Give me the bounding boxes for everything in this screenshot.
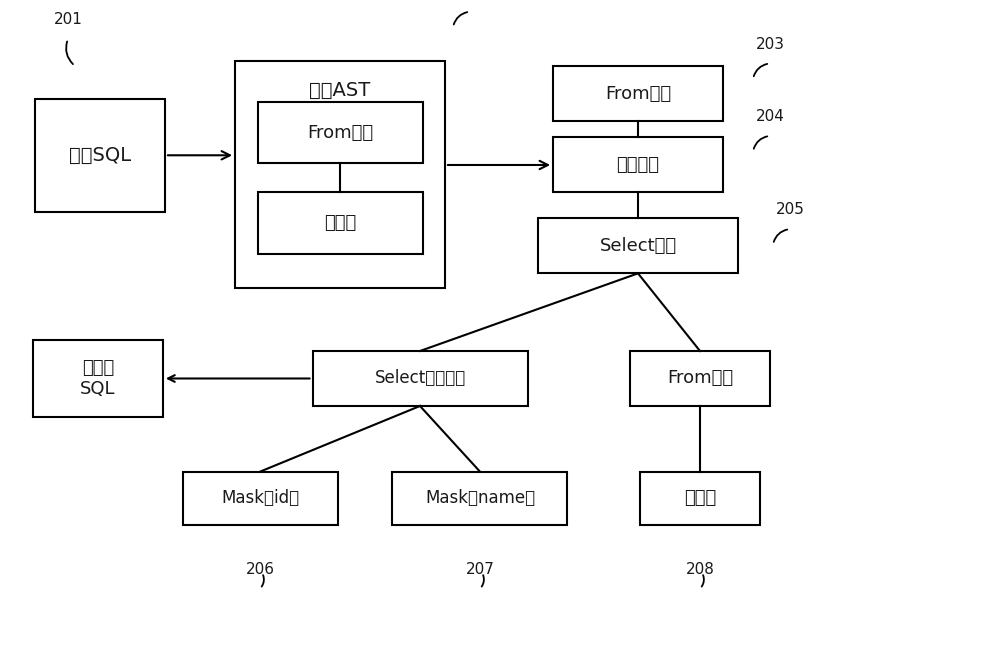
Text: From子句: From子句 <box>307 124 373 142</box>
Text: 变换后
SQL: 变换后 SQL <box>80 359 116 398</box>
Text: 原始AST: 原始AST <box>309 81 371 100</box>
Bar <box>35 99 165 212</box>
Text: 208: 208 <box>686 562 714 577</box>
Bar <box>312 351 528 406</box>
Bar <box>640 472 760 525</box>
Bar <box>392 472 567 525</box>
Bar <box>182 472 338 525</box>
Text: 内联视图: 内联视图 <box>616 156 660 174</box>
Text: Select总体: Select总体 <box>599 237 677 255</box>
Bar <box>33 340 163 417</box>
Text: Mask（id）: Mask（id） <box>221 489 299 507</box>
Text: 201: 201 <box>54 12 82 27</box>
Bar <box>258 193 422 254</box>
Text: 原始SQL: 原始SQL <box>69 146 131 165</box>
Text: Select字段列表: Select字段列表 <box>374 369 466 388</box>
Bar <box>630 351 770 406</box>
Text: 207: 207 <box>466 562 494 577</box>
Bar <box>258 102 422 163</box>
Bar <box>235 61 445 288</box>
Text: 203: 203 <box>756 37 784 52</box>
Text: 204: 204 <box>756 109 784 124</box>
Bar <box>553 138 723 193</box>
Text: 206: 206 <box>246 562 274 577</box>
Text: From子句: From子句 <box>605 85 671 103</box>
Text: 205: 205 <box>776 203 804 217</box>
Text: 表信息: 表信息 <box>324 214 356 232</box>
Bar <box>553 67 723 122</box>
Text: From子句: From子句 <box>667 369 733 388</box>
Bar <box>538 219 738 273</box>
Text: 表信息: 表信息 <box>684 489 716 507</box>
Text: Mask（name）: Mask（name） <box>425 489 535 507</box>
